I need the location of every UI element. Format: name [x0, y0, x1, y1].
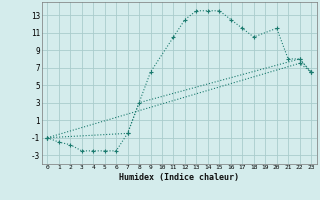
X-axis label: Humidex (Indice chaleur): Humidex (Indice chaleur): [119, 173, 239, 182]
